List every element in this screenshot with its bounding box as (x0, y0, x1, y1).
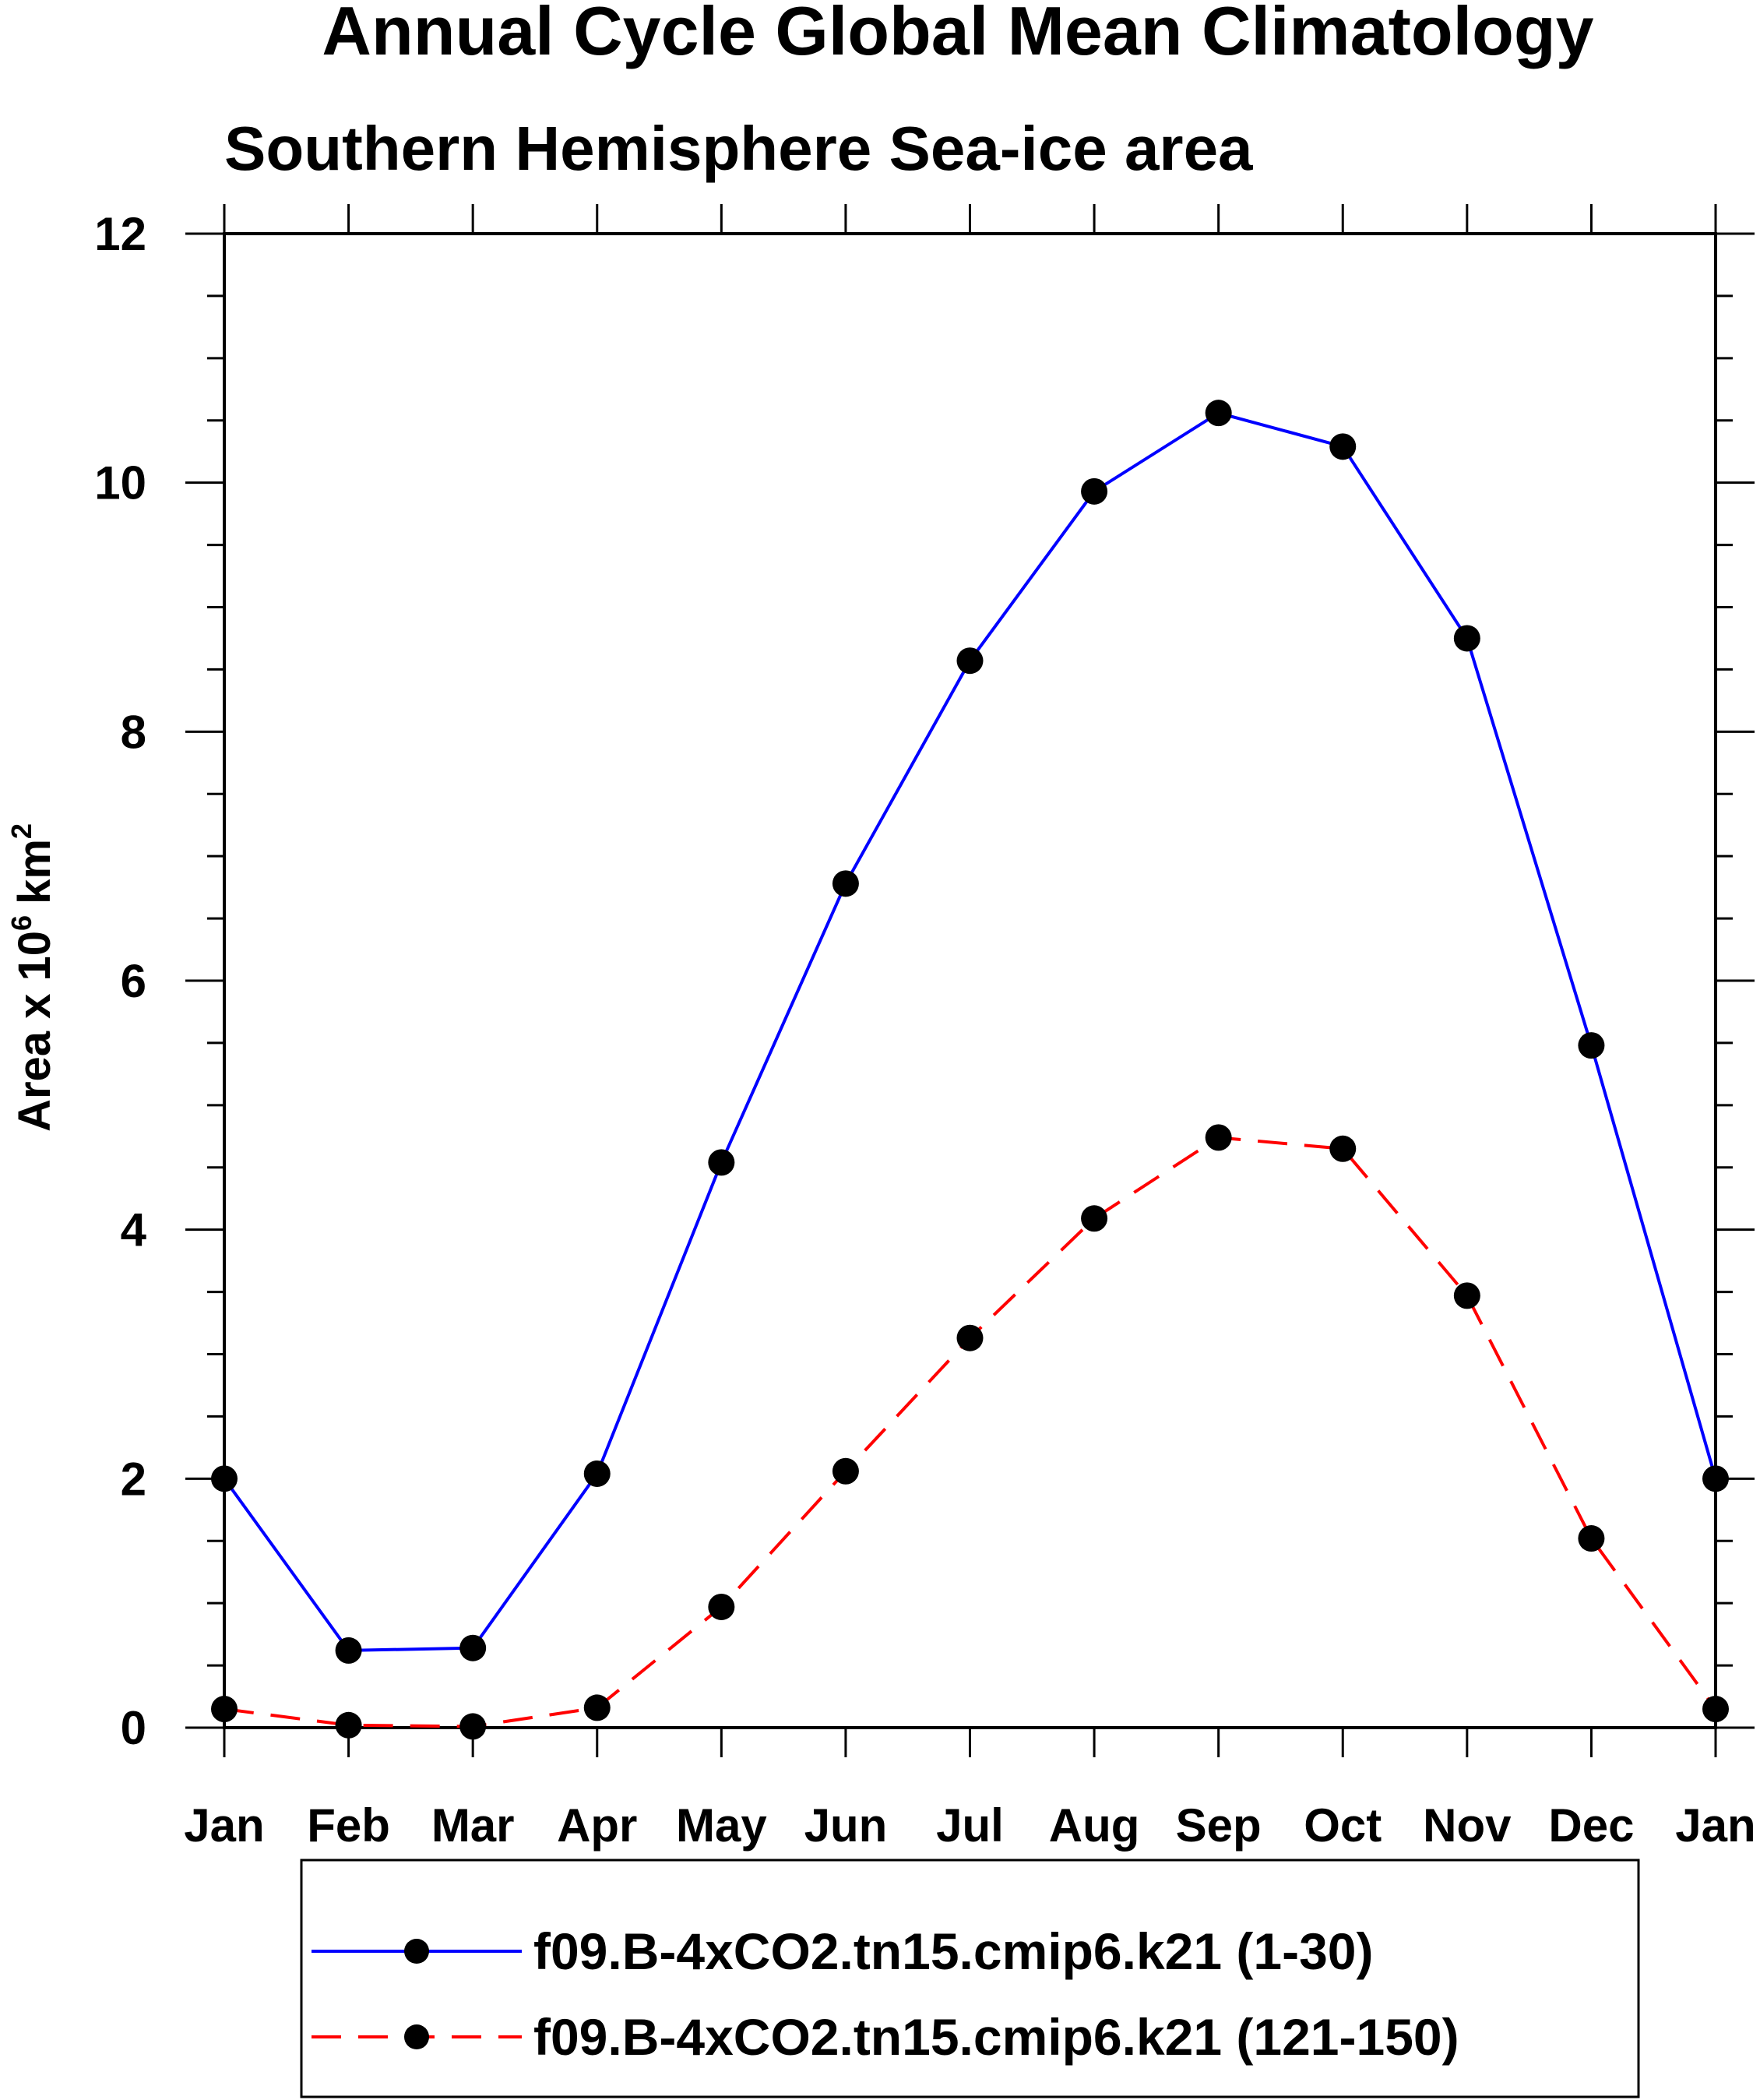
data-point (335, 1637, 362, 1664)
x-tick-label: Apr (557, 1799, 637, 1852)
series-1 (211, 400, 1729, 1664)
legend-marker-series-1 (404, 1939, 429, 1964)
series-2 (211, 1124, 1729, 1740)
x-tick-label: Feb (307, 1799, 390, 1852)
data-point (832, 1457, 859, 1485)
y-tick-label: 8 (121, 706, 146, 758)
legend: f09.B-4xCO2.tn15.cmip6.k21 (1-30) f09.B-… (300, 1859, 1640, 2098)
x-tick-labels: Jan Feb Mar Apr May Jun Jul Aug Sep Oct Nov Dec Jan (184, 1799, 1755, 1852)
x-tick-label: Oct (1304, 1799, 1382, 1852)
x-tick-label: Jul (936, 1799, 1004, 1852)
data-point (583, 1694, 611, 1721)
data-point (211, 1465, 238, 1492)
data-point (1329, 1135, 1357, 1162)
y-tick-label: 10 (94, 457, 146, 509)
x-tick-label: May (676, 1799, 767, 1852)
axis-ticks (185, 204, 1755, 1757)
y-tick-label: 6 (121, 955, 146, 1007)
data-point (1329, 433, 1357, 460)
chart-title: Annual Cycle Global Mean Climatology (322, 0, 1593, 69)
legend-marker-series-2 (404, 2024, 429, 2049)
y-tick-label: 12 (94, 208, 146, 260)
data-point (708, 1593, 735, 1620)
data-point (1453, 1282, 1480, 1309)
data-point (335, 1711, 362, 1739)
x-tick-label: Mar (431, 1799, 515, 1852)
y-tick-labels: 0 2 4 6 8 10 12 (94, 208, 146, 1754)
y-axis-label: Area x 106 km2 (5, 823, 60, 1132)
x-tick-label: Jun (804, 1799, 888, 1852)
data-point (1578, 1525, 1605, 1552)
data-point (956, 1324, 984, 1351)
data-point (1702, 1465, 1729, 1492)
data-point (1205, 1124, 1232, 1151)
legend-box (300, 1859, 1640, 2098)
data-point (956, 647, 984, 675)
series-line (223, 411, 1717, 1652)
y-tick-label: 2 (121, 1453, 146, 1505)
series-line (224, 1136, 1717, 1728)
data-series (211, 400, 1729, 1740)
y-axis-label-exponent: 6 (5, 915, 37, 931)
x-tick-label: Nov (1423, 1799, 1512, 1852)
data-point (459, 1713, 487, 1740)
y-axis-label-unit: km (9, 839, 60, 904)
data-point (1578, 1032, 1605, 1059)
legend-label-series-1: f09.B-4xCO2.tn15.cmip6.k21 (1-30) (533, 1922, 1373, 1980)
data-point (211, 1696, 238, 1723)
x-tick-label: Aug (1049, 1799, 1140, 1852)
plot-frame (223, 232, 1717, 1729)
x-tick-label: Dec (1548, 1799, 1634, 1852)
x-tick-label: Jan (1675, 1799, 1755, 1852)
data-point (459, 1634, 487, 1661)
data-point (1081, 477, 1108, 505)
legend-label-series-2: f09.B-4xCO2.tn15.cmip6.k21 (121-150) (533, 2008, 1459, 2066)
y-tick-label: 4 (121, 1204, 147, 1256)
y-axis-label-main: Area x 10 (9, 931, 60, 1132)
chart-subtitle: Southern Hemisphere Sea-ice area (224, 114, 1253, 183)
data-point (583, 1460, 611, 1487)
data-point (1453, 625, 1480, 652)
data-point (832, 870, 859, 897)
x-tick-label: Sep (1176, 1799, 1262, 1852)
x-tick-label: Jan (184, 1799, 264, 1852)
y-axis-label-unit-exponent: 2 (5, 823, 37, 839)
data-point (1702, 1696, 1729, 1723)
data-point (708, 1149, 735, 1176)
data-point (1205, 400, 1232, 427)
y-tick-label: 0 (121, 1702, 146, 1754)
data-point (1081, 1205, 1108, 1232)
